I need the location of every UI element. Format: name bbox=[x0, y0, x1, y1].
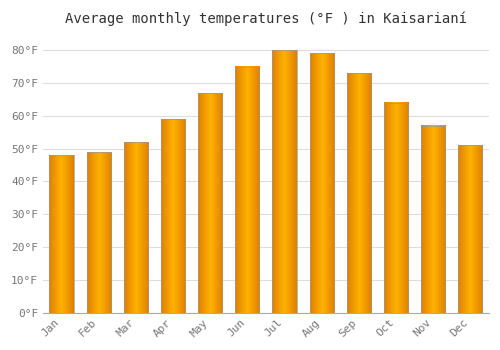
Bar bbox=[124, 142, 148, 313]
Bar bbox=[347, 73, 371, 313]
Bar bbox=[161, 119, 185, 313]
Title: Average monthly temperatures (°F ) in Kaisarianí: Average monthly temperatures (°F ) in Ka… bbox=[65, 11, 467, 26]
Bar bbox=[421, 126, 445, 313]
Bar bbox=[272, 50, 296, 313]
Bar bbox=[384, 103, 408, 313]
Bar bbox=[236, 66, 260, 313]
Bar bbox=[198, 93, 222, 313]
Bar bbox=[310, 54, 334, 313]
Bar bbox=[50, 155, 74, 313]
Bar bbox=[458, 145, 482, 313]
Bar bbox=[86, 152, 111, 313]
